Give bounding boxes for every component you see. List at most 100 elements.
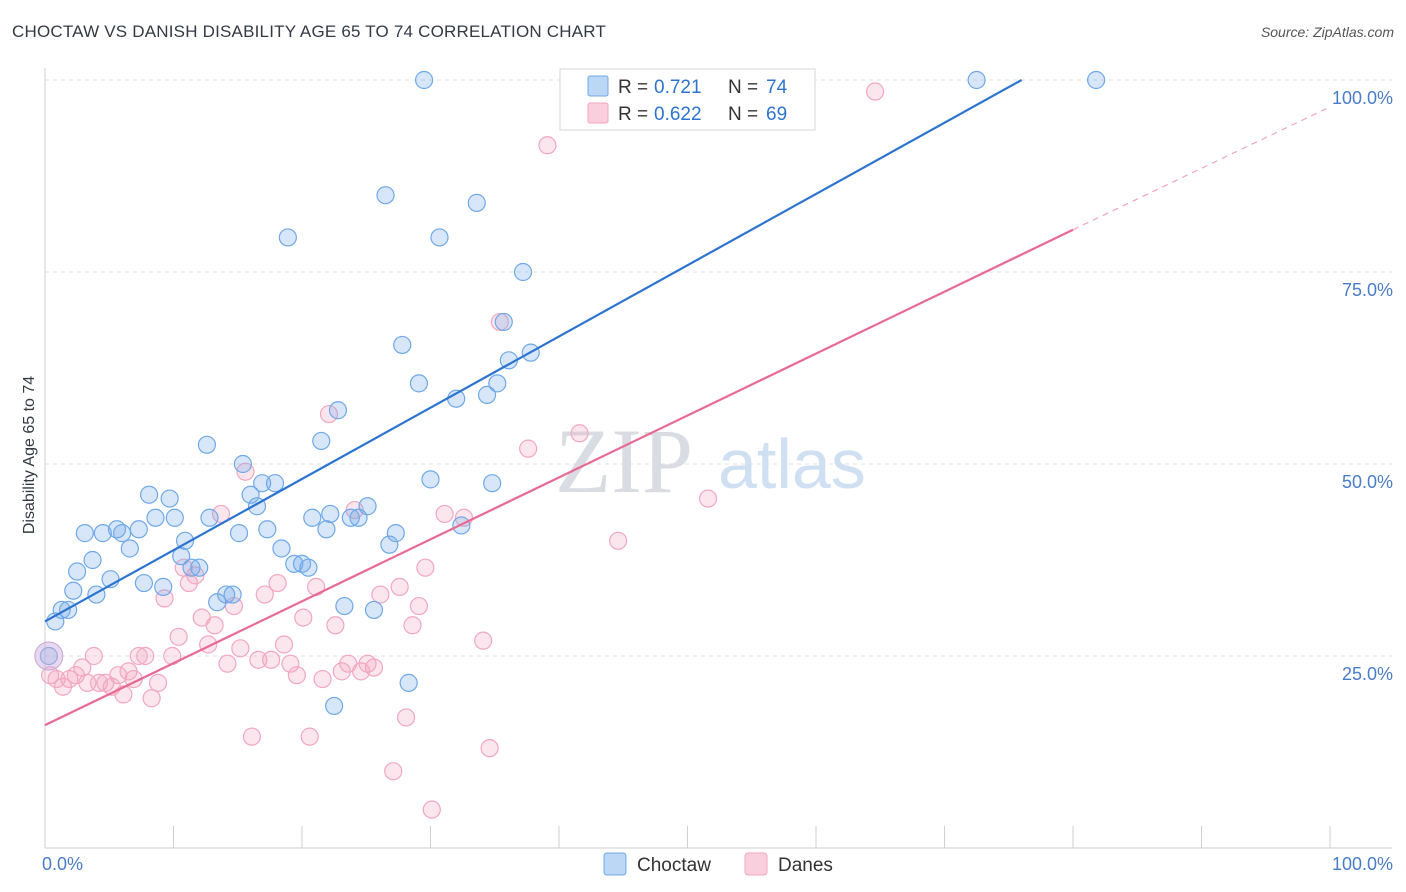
choctaw-point bbox=[258, 520, 277, 539]
danes-point bbox=[538, 136, 557, 155]
danes-point bbox=[403, 616, 422, 635]
danes-point bbox=[570, 424, 589, 443]
choctaw-point bbox=[93, 524, 112, 543]
danes-point bbox=[274, 635, 294, 654]
choctaw-point bbox=[200, 508, 219, 527]
y-tick-label: 100.0% bbox=[1332, 88, 1393, 108]
danes-point bbox=[390, 577, 409, 596]
danes-point bbox=[313, 669, 332, 689]
danes-point bbox=[519, 439, 538, 458]
danes-point bbox=[218, 654, 237, 673]
watermark-atlas: atlas bbox=[718, 425, 866, 503]
danes-point bbox=[474, 631, 493, 650]
choctaw-point bbox=[68, 562, 87, 581]
choctaw-point bbox=[483, 474, 502, 493]
choctaw-point bbox=[299, 558, 318, 577]
bottom-legend: Choctaw Danes bbox=[603, 852, 833, 876]
y-tick-label: 75.0% bbox=[1342, 280, 1393, 300]
danes-point bbox=[326, 616, 345, 635]
choctaw-point bbox=[83, 550, 102, 570]
choctaw-point bbox=[303, 508, 322, 527]
choctaw-r-value: 0.721 bbox=[654, 77, 702, 98]
danes-point bbox=[142, 689, 161, 708]
danes-n-value: 69 bbox=[766, 104, 787, 125]
source-label: Source: ZipAtlas.com bbox=[1260, 24, 1394, 40]
choctaw-point bbox=[75, 524, 94, 543]
y-tick-label: 25.0% bbox=[1342, 664, 1393, 684]
danes-legend-swatch bbox=[587, 102, 609, 124]
choctaw-point bbox=[139, 485, 159, 504]
choctaw-point bbox=[488, 374, 507, 393]
chart-title: CHOCTAW VS DANISH DISABILITY AGE 65 TO 7… bbox=[12, 22, 607, 41]
choctaw-point bbox=[253, 474, 272, 493]
danes-point bbox=[319, 404, 339, 424]
choctaw-point bbox=[321, 504, 340, 524]
choctaw-point bbox=[39, 646, 58, 666]
danes-point bbox=[300, 727, 319, 746]
choctaw-point bbox=[421, 470, 440, 489]
danes-point bbox=[384, 762, 403, 781]
danes-point bbox=[231, 639, 250, 658]
danes-point bbox=[268, 573, 287, 593]
choctaw-point bbox=[399, 673, 418, 692]
choctaw-point bbox=[358, 497, 377, 516]
danes-point bbox=[148, 673, 168, 692]
danes-point bbox=[422, 800, 441, 819]
choctaw-legend-swatch bbox=[587, 75, 609, 97]
danes-regression-line bbox=[44, 228, 1074, 727]
regression-lines bbox=[44, 79, 1331, 727]
danes-point bbox=[281, 654, 300, 673]
danes-r-label: R = bbox=[618, 104, 648, 125]
choctaw-point bbox=[120, 539, 139, 558]
danes-bottom-label: Danes bbox=[778, 855, 833, 876]
choctaw-point bbox=[197, 435, 217, 454]
choctaw-point bbox=[393, 335, 412, 355]
x-tick-label-min: 0.0% bbox=[42, 854, 83, 874]
choctaw-point bbox=[1087, 70, 1106, 90]
danes-point bbox=[211, 504, 231, 524]
danes-point bbox=[698, 489, 718, 508]
choctaw-point bbox=[278, 228, 297, 247]
choctaw-point bbox=[364, 600, 384, 620]
danes-point bbox=[371, 585, 390, 604]
danes-point bbox=[490, 312, 509, 332]
choctaw-point bbox=[265, 474, 285, 493]
danes-point bbox=[109, 666, 128, 685]
choctaw-point bbox=[59, 600, 78, 620]
choctaw-point bbox=[272, 539, 291, 558]
danes-point bbox=[205, 616, 224, 635]
y-tick-label: 50.0% bbox=[1342, 472, 1393, 492]
danes-point bbox=[129, 646, 148, 666]
origin-cluster-point bbox=[34, 641, 64, 671]
danes-point bbox=[480, 739, 499, 758]
choctaw-point bbox=[328, 401, 348, 420]
danes-point bbox=[866, 82, 885, 101]
choctaw-point bbox=[285, 554, 304, 573]
choctaw-point bbox=[146, 508, 165, 527]
tick-labels: 25.0% 50.0% 75.0% 100.0% 0.0% 100.0% bbox=[42, 88, 1393, 874]
y-axis-title: Disability Age 65 to 74 bbox=[21, 376, 38, 534]
choctaw-point bbox=[165, 508, 184, 527]
danes-point bbox=[416, 558, 435, 577]
choctaw-n-label: N = bbox=[728, 77, 758, 98]
danes-point bbox=[364, 658, 384, 677]
choctaw-point bbox=[112, 524, 132, 543]
danes-point bbox=[242, 727, 261, 746]
choctaw-point bbox=[182, 558, 201, 577]
choctaw-point bbox=[376, 186, 395, 205]
danes-point bbox=[136, 646, 155, 666]
danes-point bbox=[609, 531, 628, 550]
choctaw-point bbox=[312, 431, 331, 451]
danes-r-value: 0.622 bbox=[654, 104, 702, 125]
choctaw-bottom-swatch bbox=[603, 852, 627, 876]
danes-n-label: N = bbox=[728, 104, 758, 125]
choctaw-point bbox=[380, 535, 399, 554]
stats-legend: R = 0.721 N = 74 R = 0.622 N = 69 bbox=[559, 68, 816, 131]
choctaw-regression-line bbox=[44, 79, 1023, 623]
watermark-zip: ZIP bbox=[555, 410, 693, 512]
choctaw-point bbox=[154, 577, 173, 596]
danes-point bbox=[255, 585, 274, 604]
choctaw-point bbox=[223, 585, 242, 604]
danes-point bbox=[84, 646, 103, 666]
choctaw-point bbox=[386, 524, 405, 543]
